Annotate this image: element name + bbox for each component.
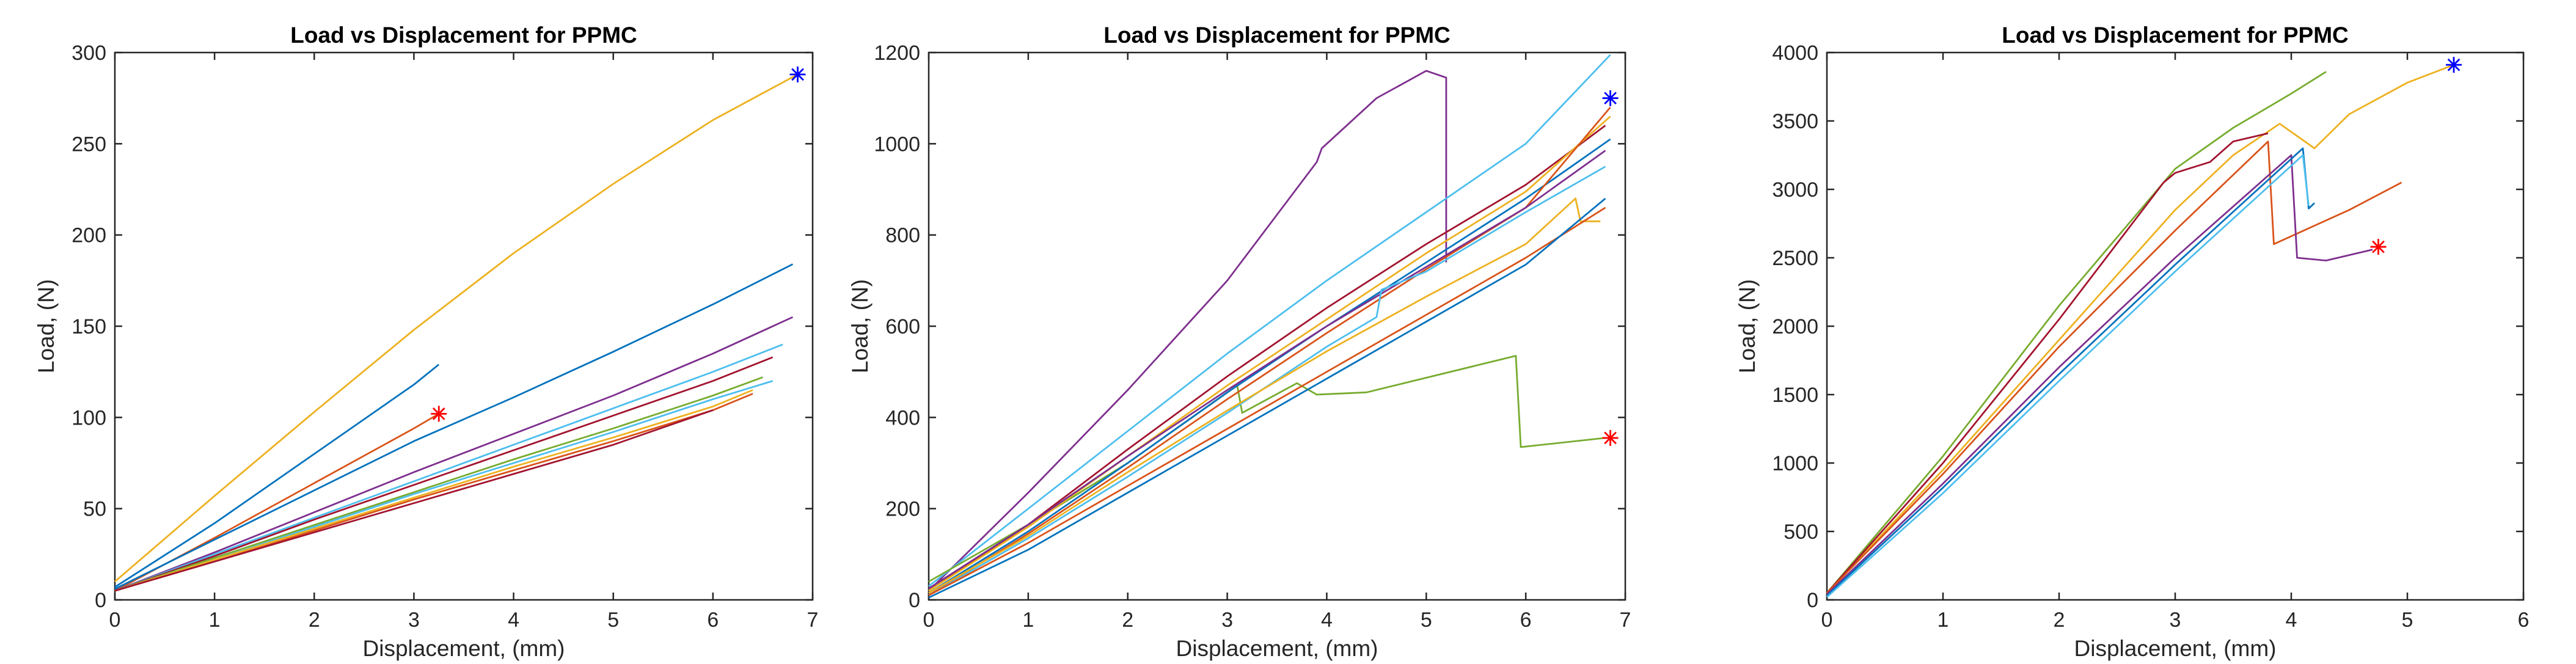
series-line-9 <box>928 166 1606 596</box>
x-tick-label: 4 <box>2286 608 2297 632</box>
x-tick-label: 3 <box>1221 608 1233 632</box>
x-tick-label: 1 <box>209 608 221 632</box>
x-tick-label: 5 <box>2402 608 2413 632</box>
x-tick-label: 5 <box>607 608 619 632</box>
star-marker-1 <box>789 66 806 82</box>
y-tick-label: 200 <box>71 224 106 247</box>
star-marker-2 <box>2370 239 2387 255</box>
series-line-4 <box>1826 140 2402 594</box>
star-marker-1 <box>2446 57 2462 73</box>
series-line-10 <box>114 389 753 592</box>
series-line-1 <box>928 70 1447 592</box>
series-line-6 <box>928 115 1611 592</box>
star-marker-1 <box>1602 90 1619 106</box>
y-tick-label: 4000 <box>1772 42 1818 65</box>
y-tick-label: 0 <box>95 589 106 612</box>
y-tick-label: 1500 <box>1772 384 1818 407</box>
y-axis-label: Load, (N) <box>34 279 59 373</box>
series-line-8 <box>114 376 763 592</box>
plot-area <box>114 51 814 601</box>
x-tick-label: 5 <box>1421 608 1432 632</box>
series-line-2 <box>1826 71 2327 594</box>
series-line-12 <box>114 409 714 592</box>
y-tick-label: 3500 <box>1772 110 1818 133</box>
series-line-3 <box>1826 132 2269 594</box>
x-tick-label: 2 <box>1122 608 1133 632</box>
y-tick-label: 1000 <box>1772 452 1818 475</box>
x-tick-label: 3 <box>2170 608 2181 632</box>
x-tick-label: 0 <box>923 608 935 632</box>
x-axis-label: Displacement, (mm) <box>1176 636 1378 661</box>
series-line-6 <box>114 343 783 592</box>
x-tick-label: 1 <box>1937 608 1949 632</box>
y-tick-label: 150 <box>71 315 106 338</box>
series-line-5 <box>1826 154 2373 596</box>
x-tick-label: 4 <box>1321 608 1333 632</box>
y-tick-label: 300 <box>71 42 106 65</box>
y-tick-label: 0 <box>1807 589 1818 612</box>
chart-panel-1: 0 1 2 3 4 5 6 7 0 50 100 150 200 250 300 Load vs Displa… <box>34 23 818 661</box>
y-tick-label: 600 <box>885 315 920 338</box>
series-line-1 <box>1826 64 2454 594</box>
series-line-5 <box>928 138 1611 594</box>
y-tick-label: 3000 <box>1772 178 1818 202</box>
x-tick-label: 1 <box>1022 608 1034 632</box>
series-line-11 <box>928 206 1606 596</box>
x-tick-label: 2 <box>309 608 320 632</box>
series-line-7 <box>114 356 774 592</box>
y-tick-label: 1000 <box>874 133 920 156</box>
y-tick-label: 200 <box>885 498 920 521</box>
chart-title: Load vs Displacement for PPMC <box>2002 23 2348 48</box>
x-tick-label: 6 <box>2518 608 2530 632</box>
y-tick-label: 100 <box>71 406 106 429</box>
series-line-1 <box>114 73 799 583</box>
series-line-6 <box>1826 147 2315 597</box>
series-line-3 <box>928 355 1606 583</box>
y-tick-label: 500 <box>1784 520 1818 544</box>
series-line-7 <box>1826 154 2310 598</box>
y-tick-label: 1200 <box>874 42 920 65</box>
y-tick-label: 400 <box>885 406 920 429</box>
x-tick-label: 7 <box>807 608 819 632</box>
y-tick-label: 250 <box>71 133 106 156</box>
chart-panel-3: 0 1 2 3 4 5 6 0 500 1000 1500 2000 2500 3000 3500 4000 L… <box>1735 23 2529 661</box>
y-tick-label: 2000 <box>1772 315 1818 338</box>
star-marker-2 <box>1602 429 1619 446</box>
y-tick-label: 800 <box>885 224 920 247</box>
plot-area <box>928 51 1626 601</box>
x-tick-label: 0 <box>1821 608 1833 632</box>
x-axis-label: Displacement, (mm) <box>2074 636 2277 661</box>
series-line-2 <box>928 54 1611 587</box>
x-tick-label: 6 <box>1520 608 1532 632</box>
x-tick-label: 6 <box>707 608 719 632</box>
y-tick-label: 2500 <box>1772 247 1818 270</box>
chart-title: Load vs Displacement for PPMC <box>1103 23 1450 48</box>
series-line-12 <box>928 197 1606 599</box>
y-axis-label: Load, (N) <box>1735 279 1760 373</box>
series-line-4 <box>114 263 794 590</box>
plot-area <box>1826 51 2525 601</box>
y-axis-label: Load, (N) <box>847 279 873 373</box>
series-line-2 <box>114 363 440 588</box>
series-line-8 <box>928 150 1606 589</box>
x-axis-label: Displacement, (mm) <box>363 636 565 661</box>
y-tick-label: 0 <box>909 589 920 612</box>
series-line-10 <box>928 197 1601 594</box>
x-tick-label: 7 <box>1620 608 1631 632</box>
x-tick-label: 3 <box>408 608 420 632</box>
y-tick-label: 50 <box>83 498 106 521</box>
x-tick-label: 0 <box>109 608 121 632</box>
series-line-5 <box>114 316 793 592</box>
chart-panel-2: 0 1 2 3 4 5 6 7 0 200 400 600 800 1000 1200 Load vs Dis… <box>847 23 1631 661</box>
star-marker-2 <box>431 406 447 422</box>
series-line-4 <box>928 125 1606 592</box>
x-tick-label: 4 <box>508 608 519 632</box>
chart-title: Load vs Displacement for PPMC <box>290 23 637 48</box>
x-tick-label: 2 <box>2054 608 2065 632</box>
